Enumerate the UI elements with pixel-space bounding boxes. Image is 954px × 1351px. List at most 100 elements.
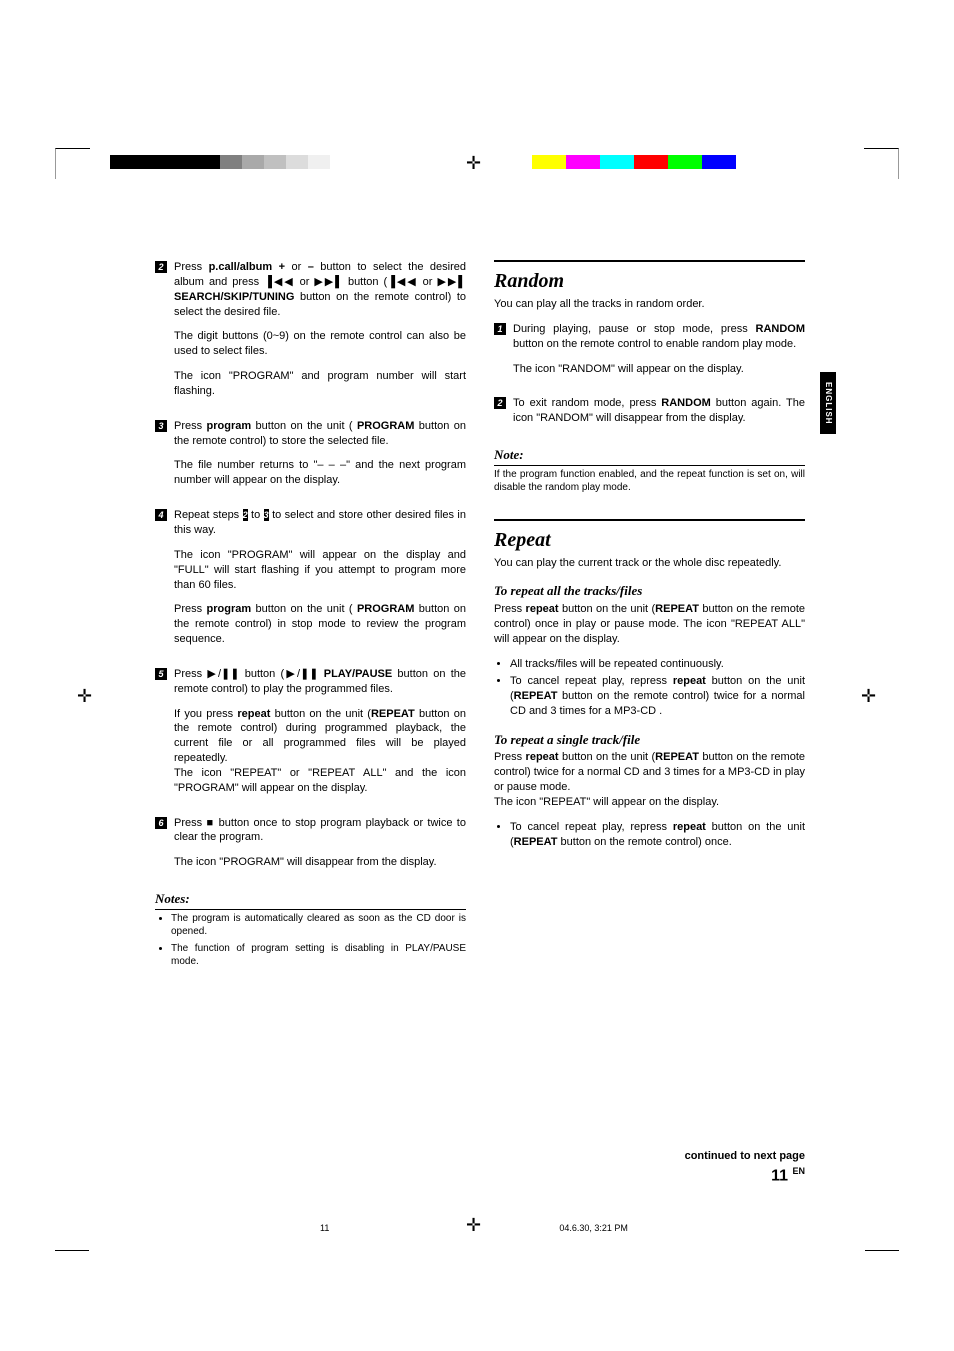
registration-swatch: [132, 155, 154, 169]
section-title: Random: [494, 268, 805, 295]
crop-mark: [864, 148, 899, 179]
step-body: Press program button on the unit ( PROGR…: [174, 419, 466, 498]
registration-swatch: [154, 155, 176, 169]
right-registration-icon: ✛: [861, 686, 876, 707]
note-heading: Note:: [494, 446, 805, 466]
step-body: Press ■ button once to stop program play…: [174, 816, 466, 881]
step-number: 1: [494, 323, 506, 335]
instruction-step: 2 To exit random mode, press RANDOM butto…: [494, 396, 805, 436]
registration-swatch: [566, 155, 600, 169]
registration-swatch: [198, 155, 220, 169]
sub-heading: To repeat all the tracks/files: [494, 582, 805, 600]
body-text: Press repeat button on the unit (REPEAT …: [494, 602, 805, 647]
body-text: Press ■ button once to stop program play…: [174, 816, 466, 846]
registration-swatch: [286, 155, 308, 169]
body-text: The file number returns to "– – –" and t…: [174, 458, 466, 488]
body-text: To exit random mode, press RANDOM button…: [513, 396, 805, 426]
step-number: 2: [155, 261, 167, 273]
registration-swatch: [242, 155, 264, 169]
body-text: Press p.call/album + or – button to sele…: [174, 260, 466, 319]
crop-mark: [55, 148, 90, 179]
registration-swatch: [110, 155, 132, 169]
body-text: During playing, pause or stop mode, pres…: [513, 322, 805, 352]
instruction-step: 6 Press ■ button once to stop program pla…: [155, 816, 466, 881]
body-text: The icon "PROGRAM" will appear on the di…: [174, 548, 466, 593]
body-text: Press ▶/❚❚ button (▶/❚❚ PLAY/PAUSE butto…: [174, 667, 466, 697]
list-item: To cancel repeat play, repress repeat bu…: [510, 820, 805, 850]
step-body: Press p.call/album + or – button to sele…: [174, 260, 466, 409]
list-item: To cancel repeat play, repress repeat bu…: [510, 674, 805, 719]
step-body: Press ▶/❚❚ button (▶/❚❚ PLAY/PAUSE butto…: [174, 667, 466, 806]
skip-prev-icon: ▐◀◀: [387, 276, 418, 288]
play-pause-icon: ▶/❚❚: [284, 668, 318, 680]
registration-swatch: [264, 155, 286, 169]
instruction-step: 4 Repeat steps 2 to 3 to select and store…: [155, 508, 466, 657]
body-text: Press program button on the unit ( PROGR…: [174, 602, 466, 647]
step-body: Repeat steps 2 to 3 to select and store …: [174, 508, 466, 657]
body-text: The icon "RANDOM" will appear on the dis…: [513, 362, 805, 377]
registration-swatch: [736, 155, 770, 169]
body-text: Press repeat button on the unit (REPEAT …: [494, 750, 805, 809]
body-text: The icon "PROGRAM" and program number wi…: [174, 369, 466, 399]
bullet-list: To cancel repeat play, repress repeat bu…: [494, 820, 805, 850]
step-body: During playing, pause or stop mode, pres…: [513, 322, 805, 387]
section-title: Repeat: [494, 527, 805, 554]
section-rule: [494, 519, 805, 521]
registration-swatch: [532, 155, 566, 169]
page-content: 2 Press p.call/album + or – button to sel…: [155, 260, 805, 979]
body-text: Repeat steps 2 to 3 to select and store …: [174, 508, 466, 538]
print-footer: 11 04.6.30, 3:21 PM: [320, 1223, 720, 1233]
registration-swatch: [600, 155, 634, 169]
notes-heading: Notes:: [155, 890, 466, 910]
page-number: 11 EN: [155, 1166, 805, 1185]
step-number: 6: [155, 817, 167, 829]
body-text: You can play all the tracks in random or…: [494, 297, 805, 312]
body-text: If the program function enabled, and the…: [494, 468, 805, 495]
crop-mark: [55, 1220, 89, 1251]
skip-next-icon: ▶▶▌: [437, 276, 466, 288]
registration-swatch: [634, 155, 668, 169]
list-item: All tracks/files will be repeated contin…: [510, 657, 805, 672]
language-tab: ENGLISH: [820, 372, 836, 434]
play-pause-icon: ▶/❚❚: [207, 668, 239, 680]
page-number-suffix: EN: [792, 1166, 805, 1176]
registration-swatch: [220, 155, 242, 169]
right-column: Random You can play all the tracks in ran…: [494, 260, 805, 979]
registration-swatch: [308, 155, 330, 169]
center-registration-icon: ✛: [466, 153, 481, 174]
step-number: 3: [155, 420, 167, 432]
skip-prev-icon: ▐◀◀: [264, 276, 295, 288]
instruction-step: 1 During playing, pause or stop mode, pre…: [494, 322, 805, 387]
page-number-value: 11: [771, 1167, 788, 1184]
instruction-step: 3 Press program button on the unit ( PROG…: [155, 419, 466, 498]
sub-heading: To repeat a single track/file: [494, 731, 805, 749]
left-column: 2 Press p.call/album + or – button to sel…: [155, 260, 466, 979]
body-text: The digit buttons (0~9) on the remote co…: [174, 329, 466, 359]
note-item: The program is automatically cleared as …: [171, 912, 466, 939]
print-page-number: 11: [320, 1223, 329, 1233]
registration-swatch: [702, 155, 736, 169]
note-item: The function of program setting is disab…: [171, 942, 466, 969]
body-text: Press program button on the unit ( PROGR…: [174, 419, 466, 449]
body-text: The icon "PROGRAM" will disappear from t…: [174, 855, 466, 870]
page-footer: continued to next page 11 EN: [155, 1150, 805, 1185]
body-text: You can play the current track or the wh…: [494, 556, 805, 571]
stop-icon: ■: [206, 817, 214, 829]
step-number: 5: [155, 668, 167, 680]
section-rule: [494, 260, 805, 262]
skip-next-icon: ▶▶▌: [314, 276, 343, 288]
notes-list: The program is automatically cleared as …: [155, 912, 466, 969]
print-timestamp: 04.6.30, 3:21 PM: [559, 1223, 628, 1233]
left-registration-icon: ✛: [77, 686, 92, 707]
registration-swatch: [176, 155, 198, 169]
bullet-list: All tracks/files will be repeated contin…: [494, 657, 805, 719]
body-text: If you press repeat button on the unit (…: [174, 707, 466, 796]
step-body: To exit random mode, press RANDOM button…: [513, 396, 805, 436]
crop-mark: [865, 1220, 899, 1251]
step-number: 2: [494, 397, 506, 409]
registration-swatch: [770, 155, 804, 169]
instruction-step: 2 Press p.call/album + or – button to sel…: [155, 260, 466, 409]
step-number: 4: [155, 509, 167, 521]
continued-label: continued to next page: [155, 1150, 805, 1162]
instruction-step: 5 Press ▶/❚❚ button (▶/❚❚ PLAY/PAUSE butt…: [155, 667, 466, 806]
